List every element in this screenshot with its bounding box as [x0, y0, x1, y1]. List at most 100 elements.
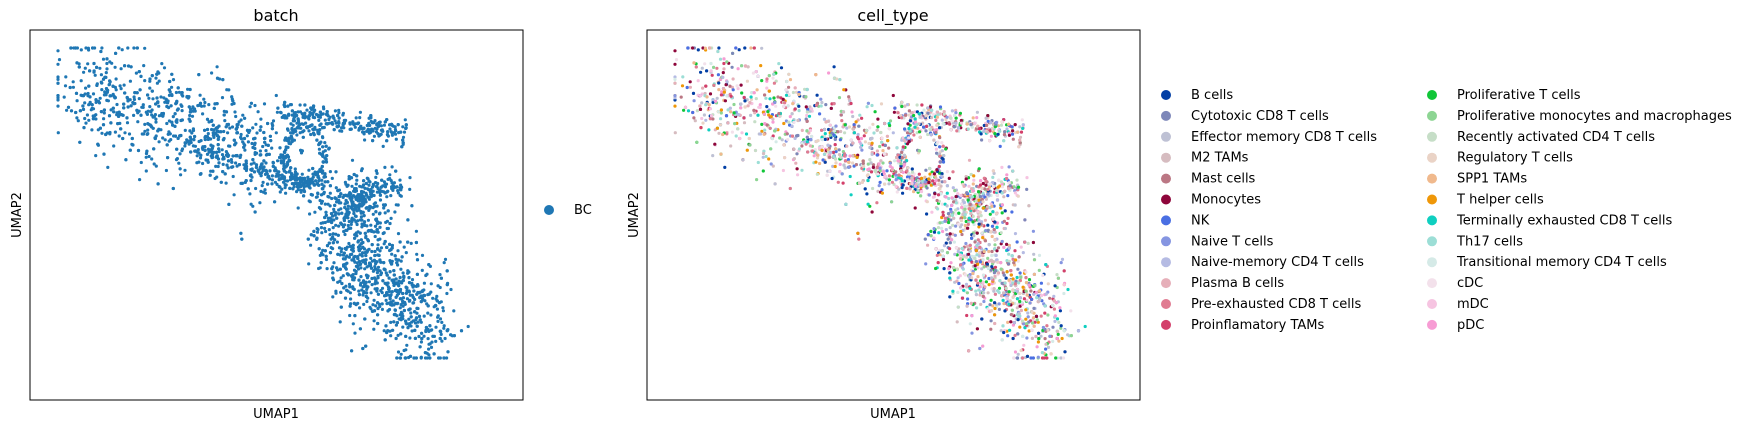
scatter-point [263, 140, 267, 144]
scatter-point [230, 165, 234, 169]
scatter-point [296, 184, 300, 188]
scatter-point [139, 160, 143, 165]
scatter-point [788, 115, 792, 119]
scatter-point [367, 280, 371, 284]
scatter-point [393, 132, 398, 136]
scatter-point [139, 113, 143, 117]
scatter-point [361, 195, 365, 199]
scatter-point [284, 148, 288, 152]
scatter-point [1013, 232, 1018, 236]
scatter-point [349, 302, 353, 306]
scatter-point [947, 176, 951, 180]
scatter-point [764, 154, 768, 159]
scatter-point [429, 313, 433, 317]
scatter-point [325, 110, 329, 114]
scatter-point [338, 279, 342, 283]
scatter-point [378, 221, 382, 225]
scatter-point [1043, 337, 1047, 341]
scatter-point [1018, 271, 1022, 275]
scatter-point [401, 299, 405, 304]
scatter-point [204, 158, 208, 162]
scatter-point [891, 131, 895, 135]
scatter-point [342, 126, 346, 130]
scatter-point [150, 113, 154, 117]
scatter-point [142, 64, 146, 68]
scatter-point [1010, 125, 1014, 129]
scatter-point [381, 129, 385, 133]
scatter-point [763, 122, 767, 126]
scatter-point [319, 207, 323, 211]
scatter-point [278, 146, 282, 150]
scatter-point [144, 155, 148, 159]
scatter-point [112, 144, 116, 148]
scatter-point [141, 105, 145, 109]
scatter-point [673, 104, 677, 108]
scatter-point [326, 219, 330, 223]
scatter-point [321, 221, 325, 225]
scatter-point [261, 144, 265, 149]
scatter-point [387, 276, 391, 280]
scatter-point [314, 112, 319, 117]
scatter-point [332, 116, 336, 120]
scatter-point [428, 356, 432, 360]
scatter-point [860, 148, 864, 152]
scatter-point [349, 198, 353, 202]
scatter-point [268, 177, 272, 181]
scatter-point [125, 116, 129, 120]
scatter-point [410, 204, 414, 208]
scatter-point [374, 175, 378, 179]
scatter-point [215, 133, 219, 137]
scatter-point [191, 128, 196, 133]
scatter-point [384, 324, 388, 328]
scatter-point [859, 142, 863, 146]
scatter-point [427, 342, 431, 346]
scatter-point [175, 120, 179, 124]
scatter-point [808, 105, 812, 109]
scatter-point [364, 344, 368, 348]
scatter-point [1044, 342, 1048, 346]
scatter-point [122, 102, 126, 106]
scatter-point [417, 334, 421, 339]
scatter-point [331, 295, 335, 299]
scatter-point [402, 130, 407, 134]
scatter-point [390, 122, 394, 126]
scatter-point [274, 93, 278, 98]
scatter-point [323, 172, 327, 176]
scatter-point [373, 249, 377, 254]
scatter-point [365, 287, 369, 291]
scatter-point [717, 131, 721, 135]
scatter-point [389, 334, 393, 338]
scatter-point [774, 140, 778, 144]
scatter-point [111, 106, 115, 110]
scatter-point [75, 61, 79, 65]
scatter-point [838, 162, 842, 166]
scatter-point [336, 189, 340, 193]
scatter-point [947, 196, 951, 201]
scatter-point [249, 178, 253, 183]
scatter-point [142, 132, 146, 136]
scatter-point [175, 147, 179, 151]
scatter-point [701, 121, 705, 125]
scatter-point [324, 210, 328, 214]
scatter-point [369, 114, 373, 118]
scatter-point [958, 111, 963, 115]
scatter-point [177, 161, 181, 165]
scatter-point [253, 103, 257, 108]
scatter-point [154, 120, 158, 124]
scatter-point [343, 223, 347, 227]
scatter-point [1036, 340, 1040, 344]
scatter-point [416, 283, 420, 287]
scatter-point [106, 99, 110, 103]
scatter-point [401, 291, 405, 296]
scatter-point [963, 223, 967, 228]
scatter-point [986, 256, 990, 260]
scatter-point [293, 111, 297, 115]
scatter-point [357, 248, 361, 253]
scatter-point [160, 112, 164, 116]
scatter-point [139, 74, 143, 78]
scatter-point [755, 178, 759, 182]
scatter-point [376, 274, 380, 278]
scatter-point [813, 148, 817, 152]
scatter-point [940, 149, 944, 153]
scatter-point [749, 97, 754, 102]
